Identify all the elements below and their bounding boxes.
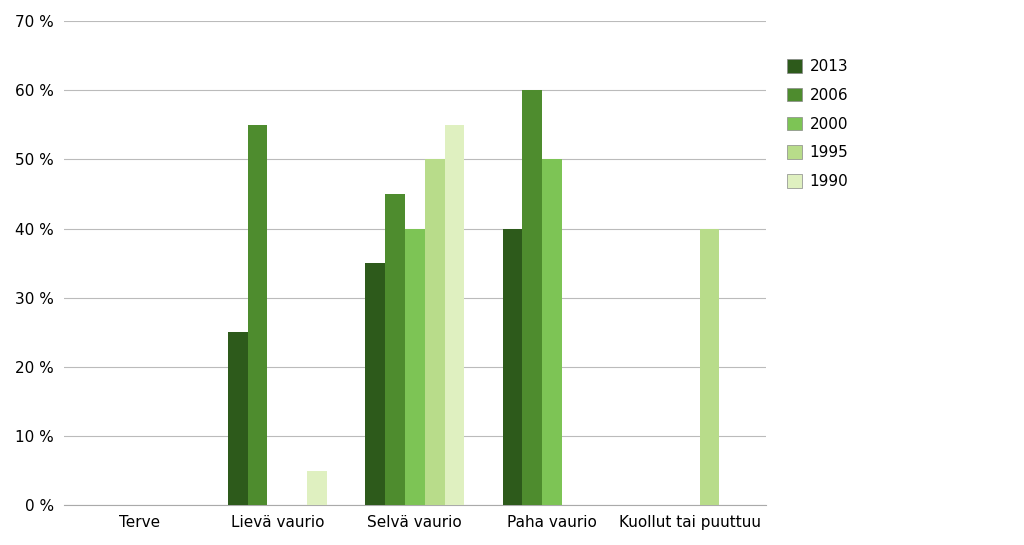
Bar [366,263,385,505]
Bar [404,228,425,505]
Bar [425,159,444,505]
Bar [307,471,327,505]
Bar [522,90,543,505]
Bar [503,228,522,505]
Bar [543,159,562,505]
Bar [699,228,720,505]
Bar [248,125,267,505]
Bar [227,332,248,505]
Legend: 2013, 2006, 2000, 1995, 1990: 2013, 2006, 2000, 1995, 1990 [780,53,854,196]
Bar [385,194,404,505]
Bar [444,125,465,505]
